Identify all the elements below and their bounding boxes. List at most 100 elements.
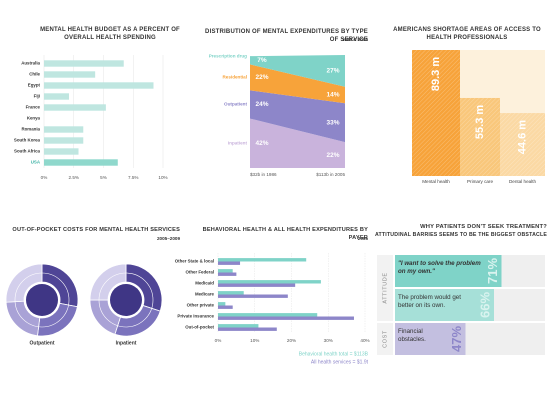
- x-tick-label: 10%: [250, 338, 259, 343]
- bar: [218, 313, 318, 317]
- bar: [395, 255, 502, 287]
- y-tick-label: Other State & local: [175, 259, 214, 264]
- x-tick-label: 7.5%: [128, 175, 138, 180]
- value-label: 22%: [255, 74, 268, 81]
- y-tick-label: Egypt: [28, 83, 41, 88]
- x-tick-label: 40%: [360, 338, 369, 343]
- value-label: 71%: [485, 258, 500, 284]
- bar: [218, 316, 354, 320]
- bar: [218, 280, 321, 284]
- x-tick-label: 20%: [287, 338, 296, 343]
- bar: [218, 283, 296, 287]
- x-tick-label: 5%: [100, 175, 107, 180]
- x-tick-label: $32b in 1986: [250, 172, 277, 177]
- x-tick-label: 2.5%: [69, 175, 79, 180]
- donut-segment: [89, 263, 127, 301]
- y-tick-label: Kenya: [27, 116, 41, 121]
- y-tick-label: Chile: [29, 72, 40, 77]
- x-tick-label: Mental health: [422, 179, 450, 184]
- value-label: 66%: [477, 292, 492, 318]
- bar-hatch: [500, 113, 545, 176]
- value-label: 14%: [326, 92, 339, 99]
- bar: [218, 291, 244, 295]
- bar: [44, 93, 69, 100]
- section-label: ATTITUDE: [382, 272, 388, 303]
- y-tick-label: USA: [31, 160, 41, 165]
- x-tick-label: 0%: [41, 175, 48, 180]
- chart-subtitle: 2005: [357, 236, 368, 241]
- bar: [218, 327, 277, 331]
- bar: [395, 289, 494, 321]
- bar: [44, 126, 84, 133]
- x-tick-label: $113b in 2005: [316, 172, 345, 177]
- bar: [44, 60, 124, 67]
- x-tick-label: Dental health: [509, 179, 537, 184]
- chart-title: BEHAVIORAL HEALTH & ALL HEALTH EXPENDITU…: [202, 227, 368, 241]
- y-tick-label: Fiji: [34, 94, 40, 99]
- legend-label: All health services = $1.9t: [311, 359, 369, 365]
- donut-label: Outpatient: [30, 340, 55, 346]
- series-label: Inpatient: [228, 141, 248, 146]
- y-tick-label: South Korea: [14, 138, 41, 143]
- y-tick-label: Australia: [21, 61, 40, 66]
- value-label: 42%: [255, 140, 268, 147]
- y-tick-label: Other Federal: [185, 270, 214, 275]
- chart-title: WHY PATIENTS DON'T SEEK TREATMENT?: [420, 224, 547, 230]
- donut-center: [26, 284, 58, 316]
- x-tick-label: 0%: [215, 338, 222, 343]
- series-label: Residential: [222, 75, 247, 80]
- category-label: "I want to solve the problem on my own.": [398, 260, 481, 275]
- area: [250, 64, 345, 104]
- y-tick-label: France: [26, 105, 41, 110]
- ring-outline: [98, 272, 154, 328]
- section-strip: [377, 255, 393, 321]
- area: [250, 90, 345, 143]
- value-label: 7%: [257, 57, 267, 64]
- series-label: Outpatient: [224, 102, 247, 107]
- bar: [218, 294, 288, 298]
- donut-label: Inpatient: [116, 340, 137, 346]
- bar: [218, 324, 259, 328]
- value-label: 89.3 m: [430, 57, 442, 91]
- bar-hatch: [412, 50, 460, 176]
- value-label: 22%: [326, 152, 339, 159]
- bar: [44, 71, 96, 78]
- category-label: The problem would get better on its own.: [398, 294, 461, 309]
- section-label: COST: [382, 330, 388, 348]
- y-tick-label: South Africa: [14, 149, 40, 154]
- bar: [44, 104, 106, 111]
- legend-label: Behavioral health total = $113B: [299, 351, 369, 357]
- y-tick-label: Medicare: [195, 292, 215, 297]
- y-tick-label: Other private: [187, 303, 215, 308]
- value-label: 27%: [326, 68, 339, 75]
- bar: [218, 269, 233, 273]
- category-label: Financial obstacles.: [398, 328, 426, 343]
- bar: [218, 261, 241, 265]
- y-tick-label: Medicaid: [195, 281, 214, 286]
- area: [250, 118, 345, 168]
- y-tick-label: Out-of-pocket: [185, 325, 214, 330]
- ring-outline: [14, 272, 70, 328]
- y-tick-label: Private insurance: [177, 314, 214, 319]
- bar: [218, 305, 233, 309]
- series-label: Prescription drug: [209, 54, 247, 59]
- bar-hatch: [460, 97, 500, 176]
- bar: [395, 323, 466, 355]
- bar: [44, 148, 79, 155]
- y-tick-label: Romania: [21, 127, 40, 132]
- bar: [218, 302, 226, 306]
- x-tick-label: 10%: [158, 175, 167, 180]
- chart-title: DISTRIBUTION OF MENTAL EXPENDITURES BY T…: [205, 29, 368, 43]
- bar: [44, 159, 118, 166]
- chart-title: AMERICANS SHORTAGE AREAS OF ACCESS TO HE…: [393, 27, 541, 41]
- bar: [218, 258, 307, 262]
- chart-title: OUT-OF-POCKET COSTS FOR MENTAL HEALTH SE…: [12, 227, 180, 233]
- donut-center: [110, 284, 142, 316]
- bar: [44, 82, 154, 89]
- value-label: 24%: [255, 101, 268, 108]
- chart-subtitle: 2005–2009: [157, 236, 180, 241]
- bar: [44, 137, 84, 144]
- value-label: 44.6 m: [516, 120, 528, 154]
